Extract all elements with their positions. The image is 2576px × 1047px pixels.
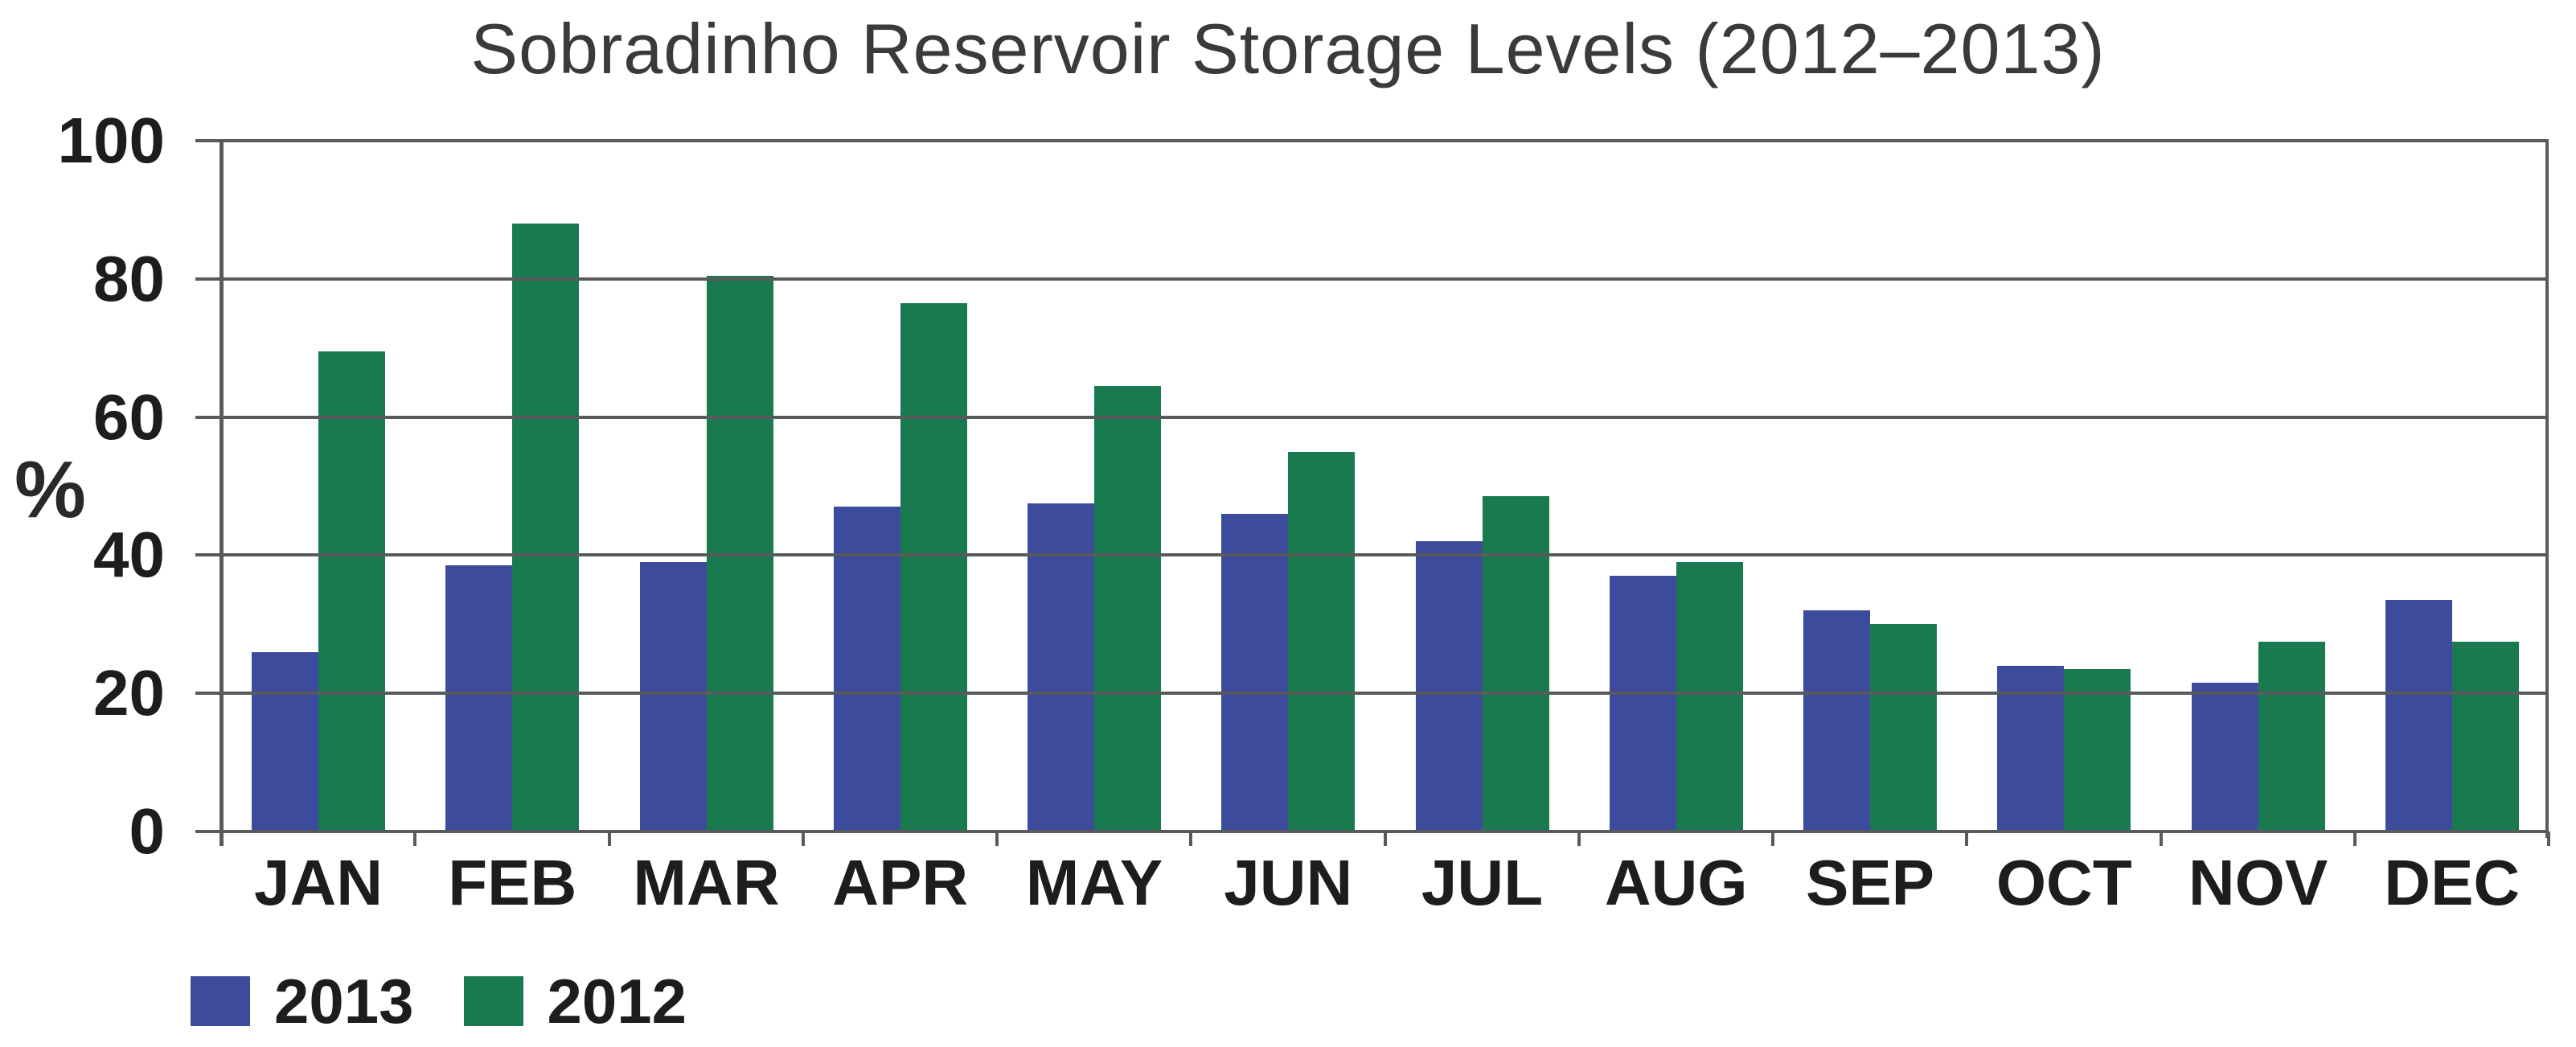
bar-2012-jul bbox=[1482, 496, 1549, 831]
bar-2013-feb bbox=[445, 565, 513, 831]
bar-2012-mar bbox=[706, 275, 773, 831]
gridline-100 bbox=[195, 139, 2549, 142]
bar-2013-may bbox=[1028, 503, 1094, 831]
x-tick-12 bbox=[2547, 831, 2550, 846]
gridline-20 bbox=[195, 692, 2549, 696]
bar-2013-oct bbox=[1997, 665, 2065, 831]
x-tick-label-may: MAY bbox=[1025, 847, 1163, 918]
bar-2013-nov bbox=[2191, 683, 2258, 831]
bar-2012-nov bbox=[2258, 641, 2325, 831]
bar-2012-may bbox=[1094, 385, 1161, 831]
y-tick-label-80: 80 bbox=[93, 242, 165, 314]
x-tick-4 bbox=[995, 831, 999, 846]
bar-2013-mar bbox=[639, 561, 707, 831]
legend-label-2013: 2013 bbox=[274, 966, 414, 1037]
gridline-0 bbox=[195, 830, 2549, 833]
bar-2013-aug bbox=[1609, 576, 1676, 831]
x-tick-label-apr: APR bbox=[832, 847, 969, 918]
x-tick-7 bbox=[1577, 831, 1581, 846]
y-axis-line bbox=[219, 141, 224, 846]
x-tick-label-nov: NOV bbox=[2188, 847, 2328, 918]
x-tick-label-jun: JUN bbox=[1224, 847, 1353, 918]
y-tick-label-60: 60 bbox=[93, 380, 165, 453]
bar-2012-jun bbox=[1288, 451, 1356, 831]
bar-2012-aug bbox=[1676, 561, 1743, 831]
x-tick-label-jul: JUL bbox=[1421, 847, 1544, 918]
bar-2012-dec bbox=[2451, 641, 2519, 831]
legend-item-2013: 2013 bbox=[191, 970, 414, 1033]
legend: 2013 2012 bbox=[191, 970, 687, 1033]
legend-label-2012: 2012 bbox=[547, 966, 687, 1037]
x-tick-9 bbox=[1965, 831, 1969, 846]
bar-2012-oct bbox=[2064, 669, 2131, 831]
bar-2012-jan bbox=[318, 351, 385, 831]
plot-right-border bbox=[2545, 141, 2549, 838]
bar-2013-dec bbox=[2385, 600, 2452, 831]
legend-item-2012: 2012 bbox=[463, 966, 687, 1037]
gridline-80 bbox=[195, 277, 2549, 281]
x-tick-label-feb: FEB bbox=[448, 847, 577, 918]
x-tick-11 bbox=[2352, 831, 2357, 846]
bar-2013-apr bbox=[833, 507, 900, 831]
x-tick-5 bbox=[1189, 831, 1193, 846]
bar-2013-jul bbox=[1415, 541, 1483, 831]
x-tick-3 bbox=[801, 831, 805, 846]
bar-2013-jan bbox=[252, 651, 318, 831]
x-tick-label-dec: DEC bbox=[2384, 847, 2521, 918]
legend-swatch-2012 bbox=[463, 976, 523, 1026]
x-tick-1 bbox=[413, 831, 417, 846]
bar-2012-sep bbox=[1870, 624, 1937, 831]
x-tick-2 bbox=[607, 831, 611, 846]
x-tick-0 bbox=[219, 831, 223, 846]
bar-2012-apr bbox=[900, 302, 967, 831]
chart-title: Sobradinho Reservoir Storage Levels (201… bbox=[470, 9, 2106, 88]
x-tick-label-sep: SEP bbox=[1805, 847, 1935, 918]
x-tick-label-aug: AUG bbox=[1604, 847, 1748, 918]
y-axis-label: % bbox=[14, 445, 86, 535]
x-tick-8 bbox=[1771, 831, 1774, 846]
y-tick-label-20: 20 bbox=[93, 657, 165, 729]
x-tick-10 bbox=[2159, 831, 2163, 846]
gridline-40 bbox=[195, 553, 2549, 557]
y-tick-label-100: 100 bbox=[57, 105, 165, 176]
legend-swatch-2013 bbox=[191, 976, 250, 1026]
x-tick-6 bbox=[1383, 831, 1387, 846]
x-tick-label-oct: OCT bbox=[1996, 847, 2132, 918]
x-tick-label-jan: JAN bbox=[253, 847, 384, 918]
y-tick-label-0: 0 bbox=[129, 795, 166, 867]
y-tick-label-40: 40 bbox=[93, 519, 165, 591]
bar-2013-jun bbox=[1221, 513, 1289, 831]
bar-2013-sep bbox=[1803, 610, 1870, 831]
gridline-60 bbox=[195, 415, 2549, 419]
bar-2012-feb bbox=[512, 224, 580, 831]
x-tick-label-mar: MAR bbox=[633, 847, 780, 918]
